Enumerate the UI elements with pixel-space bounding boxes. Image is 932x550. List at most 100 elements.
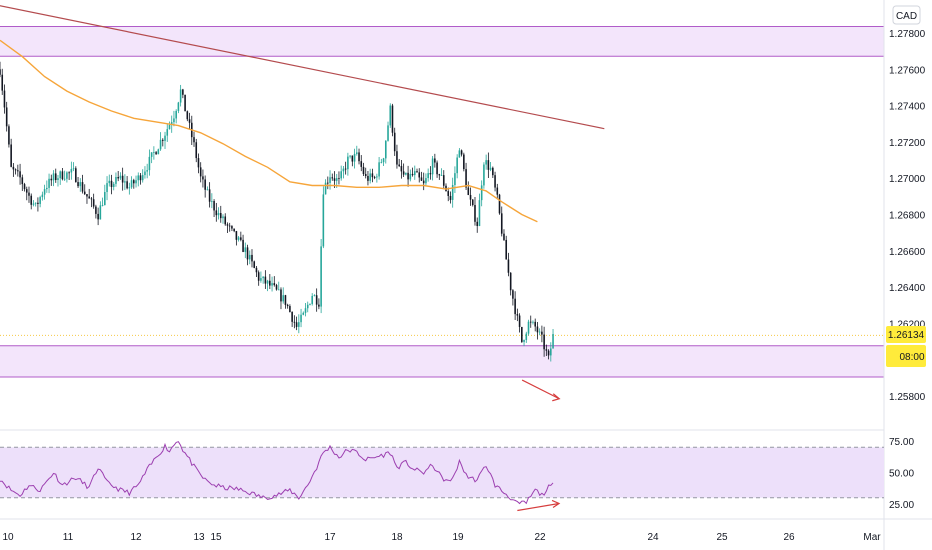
candle-body xyxy=(139,175,142,181)
descending-trendline[interactable] xyxy=(0,0,605,130)
candle-body xyxy=(282,295,285,302)
candle-body xyxy=(133,180,135,184)
candle-body xyxy=(367,175,369,181)
countdown-tag-bg xyxy=(886,345,926,367)
candle xyxy=(253,260,256,269)
candle-body xyxy=(474,205,476,222)
candle-body xyxy=(362,166,365,175)
candle xyxy=(63,170,66,181)
rsi-axis[interactable]: 75.00 50.00 25.00 xyxy=(889,437,914,511)
candle xyxy=(286,303,289,309)
candle-body xyxy=(202,176,204,180)
rsi-pane[interactable] xyxy=(0,441,884,512)
candle-body xyxy=(215,210,218,216)
candle xyxy=(224,213,227,226)
countdown-tag-label: 08:00 xyxy=(899,352,924,363)
candle xyxy=(226,222,229,233)
candle xyxy=(90,196,93,208)
candle-body xyxy=(284,295,287,305)
candle xyxy=(215,202,218,222)
candle xyxy=(197,153,200,174)
candle xyxy=(262,276,264,284)
candle-body xyxy=(164,135,166,141)
candle xyxy=(503,229,505,242)
candle xyxy=(353,148,356,169)
candle xyxy=(206,186,209,191)
candle-body xyxy=(300,314,302,323)
candle-body xyxy=(440,175,443,176)
candle xyxy=(193,131,195,147)
candle xyxy=(458,148,461,158)
candle xyxy=(137,172,140,187)
price-pane[interactable] xyxy=(0,0,884,402)
candle xyxy=(139,172,142,185)
candle xyxy=(436,160,438,178)
candle xyxy=(306,301,309,313)
candle-body xyxy=(304,308,307,313)
candle xyxy=(106,176,108,201)
candle-body xyxy=(32,203,35,205)
candle xyxy=(184,94,186,112)
candle-body xyxy=(155,152,157,155)
candle xyxy=(3,84,6,114)
candle-body xyxy=(266,280,269,284)
candle xyxy=(389,103,392,128)
candle xyxy=(382,157,385,167)
countdown-tag: 08:00 xyxy=(886,345,926,367)
candle-body xyxy=(492,167,494,176)
candle-body xyxy=(442,175,445,186)
candle xyxy=(342,165,345,179)
candle-body xyxy=(382,158,385,163)
candle-body xyxy=(293,321,296,323)
candle-body xyxy=(335,178,338,181)
candle xyxy=(277,281,280,291)
candle xyxy=(117,171,119,182)
candle-body xyxy=(92,199,95,207)
candle xyxy=(219,205,222,223)
candle xyxy=(418,168,421,183)
candle xyxy=(505,235,508,260)
candle-body xyxy=(177,102,180,111)
candle-body xyxy=(77,182,79,187)
candle xyxy=(512,289,514,306)
candle-body xyxy=(135,180,137,184)
candle-body xyxy=(454,173,456,186)
candle-body xyxy=(509,272,512,291)
candle-body xyxy=(463,154,465,170)
candle-body xyxy=(527,321,530,334)
candle-body xyxy=(291,311,293,322)
candle-body xyxy=(487,160,490,170)
candle-body xyxy=(224,216,227,225)
candle xyxy=(467,181,470,196)
candle xyxy=(471,199,474,207)
candle xyxy=(547,349,550,360)
candle xyxy=(95,204,97,219)
candle xyxy=(14,168,17,175)
price-tag-bg xyxy=(886,326,926,343)
candle-body xyxy=(376,176,378,178)
candle-body xyxy=(349,155,351,157)
candle xyxy=(367,170,369,186)
candle-body xyxy=(260,278,262,281)
candle xyxy=(166,123,169,142)
rsi-tick-label: 25.00 xyxy=(889,500,914,511)
candle xyxy=(237,235,240,242)
time-tick-label: 12 xyxy=(130,532,142,543)
price-tick-label: 1.27000 xyxy=(889,174,926,185)
candle-body xyxy=(347,156,349,170)
candle xyxy=(211,193,213,209)
candle-body xyxy=(532,321,534,323)
candle-body xyxy=(547,350,550,356)
candle xyxy=(77,177,79,189)
candle xyxy=(251,249,253,268)
candle-body xyxy=(353,153,356,162)
zone-1 xyxy=(0,26,884,57)
candle xyxy=(327,176,329,190)
time-axis[interactable]: 10 11 12 13 15 17 18 19 22 24 25 26 Mar xyxy=(2,532,881,543)
candle xyxy=(70,161,73,180)
candle-body xyxy=(521,326,523,342)
currency-badge[interactable]: CAD xyxy=(892,5,921,25)
candle-body xyxy=(360,161,363,167)
